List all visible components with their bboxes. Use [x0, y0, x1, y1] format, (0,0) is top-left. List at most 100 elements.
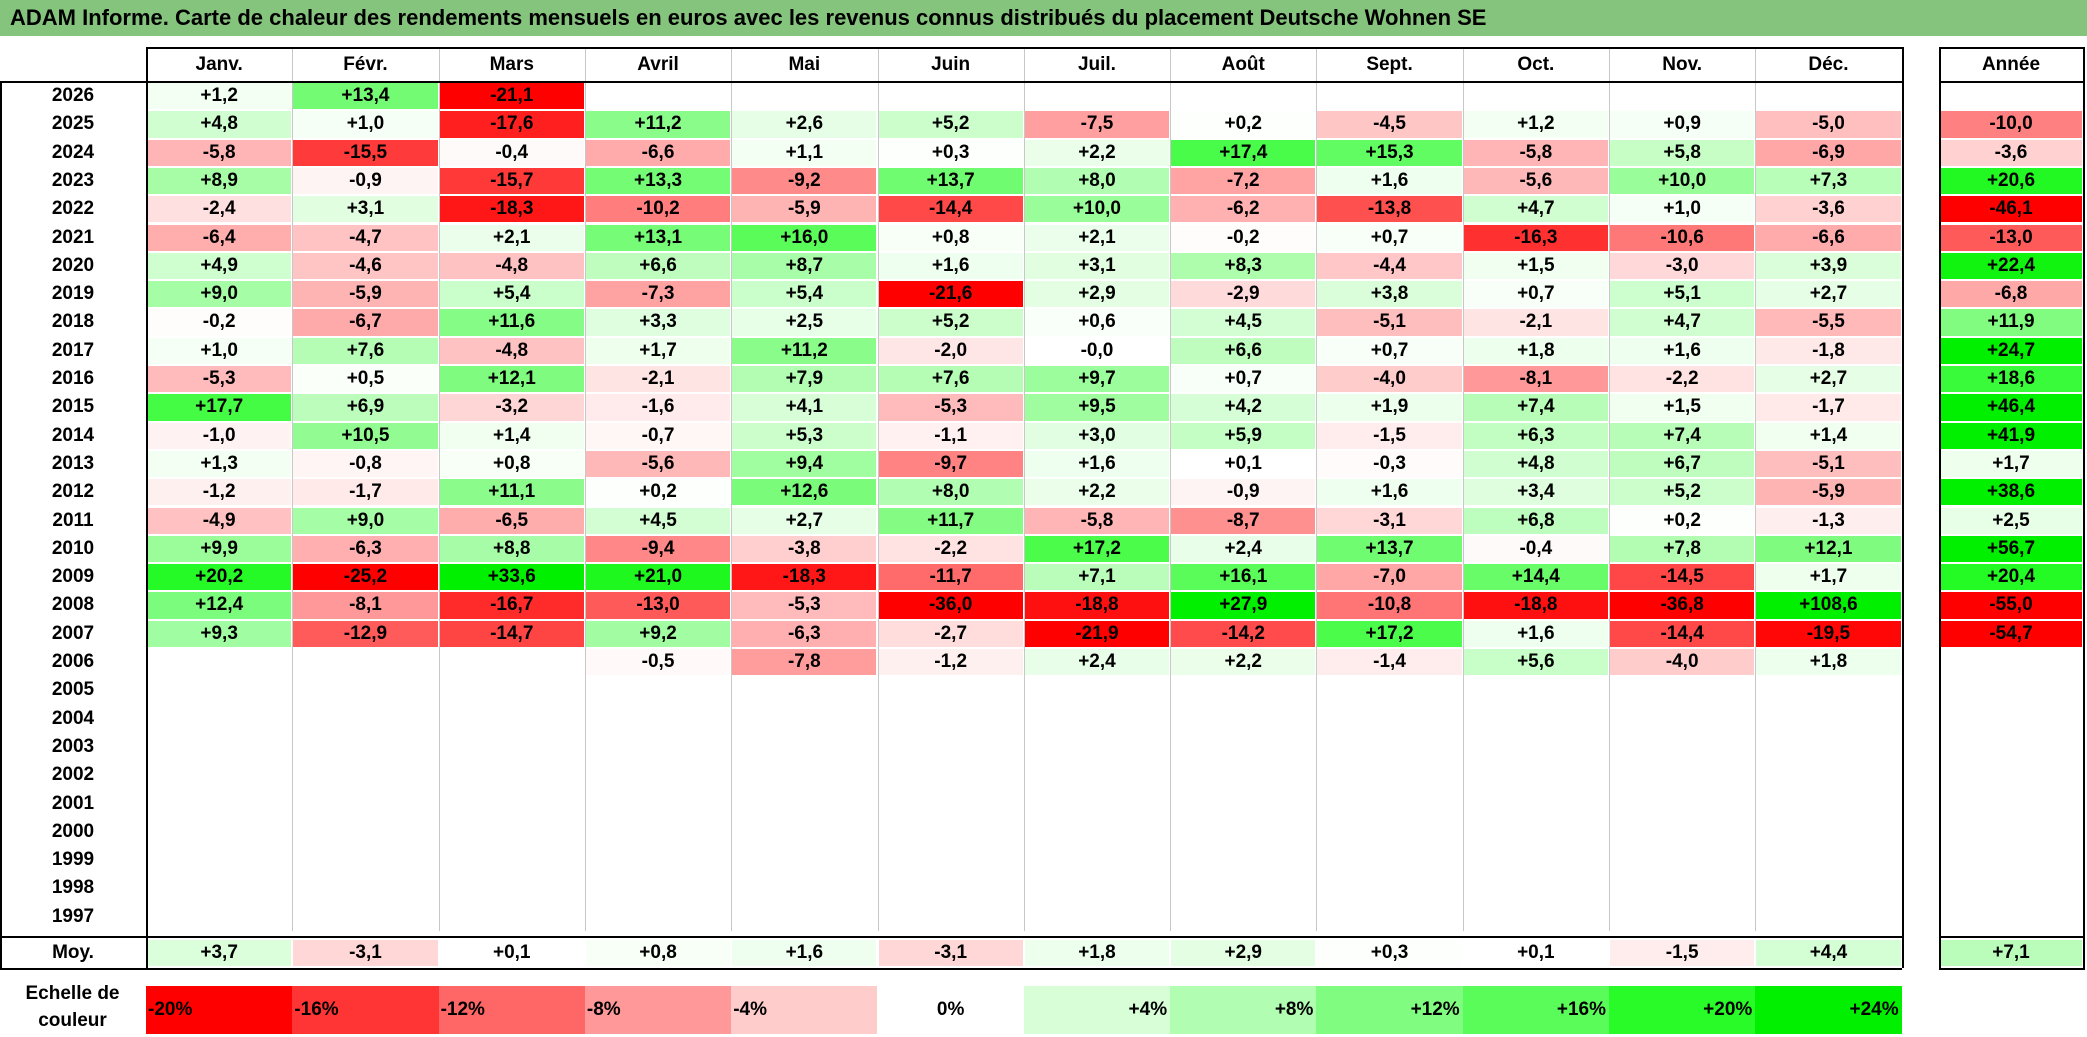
heatmap-cell: [732, 790, 877, 817]
heatmap-cell: [147, 790, 292, 817]
heatmap-cell: +0,2: [585, 479, 731, 506]
heatmap-cell: [732, 733, 877, 761]
heatmap-cell: -16,7: [439, 592, 584, 619]
heatmap-cell: -18,3: [439, 196, 584, 223]
heatmap-cell: +20,2: [147, 564, 292, 591]
heatmap-cell: +5,4: [439, 281, 584, 308]
heatmap-cell: -1,7: [1756, 394, 1901, 421]
heatmap-cell: -1,2: [878, 649, 1023, 676]
heatmap-cell: +9,2: [585, 620, 731, 647]
annual-cell: -46,1: [1940, 196, 2082, 223]
heatmap-cell: [147, 733, 292, 761]
heatmap-cell: -7,8: [732, 649, 877, 676]
month-header: Nov.: [1662, 54, 1703, 75]
average-cell: +4,4: [1756, 940, 1901, 966]
heatmap-cell: [293, 705, 438, 732]
annual-cell: -55,0: [1940, 592, 2082, 619]
heatmap-cell: -15,7: [439, 167, 584, 195]
grid-line: [1170, 47, 1172, 931]
heatmap-cell: +1,5: [1610, 394, 1755, 421]
heatmap-cell: [293, 762, 438, 789]
heatmap-cell: -1,4: [1317, 649, 1462, 676]
heatmap-cell: [1610, 762, 1755, 789]
annual-left-rule: [1939, 47, 1941, 968]
heatmap-cell: +2,1: [1024, 224, 1170, 251]
heatmap-cell: +11,7: [878, 507, 1023, 534]
heatmap-cell: [147, 705, 292, 732]
heatmap-cell: [1024, 677, 1170, 704]
grid-line: [1462, 47, 1464, 931]
heatmap-cell: +9,0: [147, 281, 292, 308]
heatmap-cell: [1024, 847, 1170, 874]
heatmap-cell: +9,4: [732, 450, 877, 478]
heatmap-cell: [1756, 903, 1901, 930]
heatmap-cell: [1171, 83, 1316, 110]
heatmap-cell: -2,4: [147, 196, 292, 223]
heatmap-cell: [1317, 705, 1462, 732]
heatmap-cell: +5,1: [1610, 281, 1755, 308]
grid-line: [1609, 47, 1610, 931]
heatmap-cell: +5,3: [732, 422, 877, 449]
heatmap-cell: [1317, 733, 1462, 761]
heatmap-cell: -2,2: [1610, 366, 1755, 393]
heatmap-cell: -1,6: [585, 394, 731, 421]
annual-cell: +18,6: [1940, 366, 2082, 393]
heatmap-cell: -5,1: [1317, 309, 1462, 336]
heatmap-cell: -5,8: [147, 139, 292, 166]
average-top-rule: [0, 936, 1902, 938]
annual-cell: [1940, 649, 2082, 676]
average-cell: -3,1: [293, 940, 438, 966]
heatmap-cell: +11,2: [732, 337, 877, 364]
heatmap-cell: [585, 83, 731, 110]
heatmap-cell: +0,7: [1317, 224, 1462, 251]
heatmap-cell: [439, 790, 584, 817]
heatmap-cell: -21,9: [1024, 620, 1170, 647]
heatmap-cell: -2,0: [878, 337, 1023, 364]
heatmap-cell: -0,5: [585, 649, 731, 676]
heatmap-cell: +1,1: [732, 139, 877, 166]
heatmap-cell: [1756, 83, 1901, 110]
heatmap-cell: -1,7: [293, 479, 438, 506]
heatmap-cell: -0,4: [439, 139, 584, 166]
heatmap-cell: [1024, 762, 1170, 789]
month-header: Déc.: [1808, 54, 1849, 75]
heatmap-cell: [1756, 705, 1901, 732]
heatmap-cell: [1610, 875, 1755, 902]
month-header: Janv.: [195, 54, 243, 75]
annual-average-top-rule: [1939, 936, 2085, 938]
heatmap-cell: [147, 677, 292, 704]
heatmap-cell: +9,5: [1024, 394, 1170, 421]
month-header: Juin: [931, 54, 971, 75]
heatmap-cell: -5,9: [293, 281, 438, 308]
annual-cell: +41,9: [1940, 422, 2082, 449]
heatmap-cell: -6,7: [293, 309, 438, 336]
annual-header: Année: [1981, 54, 2041, 75]
color-scale-swatch: +20%: [1609, 986, 1756, 1034]
heatmap-cell: +11,1: [439, 479, 584, 506]
average-cell: +3,7: [147, 940, 292, 966]
heatmap-cell: +4,7: [1463, 196, 1608, 223]
heatmap-cell: +12,1: [1756, 535, 1901, 563]
color-scale-swatch: -20%: [146, 986, 293, 1034]
heatmap-cell: -5,1: [1756, 450, 1901, 478]
heatmap-cell: +13,7: [1317, 535, 1462, 563]
heatmap-cell: -14,5: [1610, 564, 1755, 591]
heatmap-cell: -0,2: [1171, 224, 1316, 251]
year-label: 2000: [51, 820, 95, 842]
heatmap-cell: +0,8: [439, 450, 584, 478]
heatmap-cell: [147, 847, 292, 874]
heatmap-cell: +1,5: [1463, 252, 1608, 280]
heatmap-cell: +11,2: [585, 111, 731, 138]
heatmap-cell: [585, 790, 731, 817]
heatmap-cell: +10,5: [293, 422, 438, 449]
heatmap-cell: [293, 649, 438, 676]
heatmap-cell: [147, 762, 292, 789]
heatmap-cell: +5,8: [1610, 139, 1755, 166]
heatmap-cell: -2,9: [1171, 281, 1316, 308]
average-annual-cell: +7,1: [1940, 940, 2082, 966]
heatmap-cell: [1171, 903, 1316, 930]
heatmap-cell: -36,8: [1610, 592, 1755, 619]
heatmap-cell: [1317, 818, 1462, 846]
heatmap-cell: -0,4: [1463, 535, 1608, 563]
heatmap-cell: -6,3: [293, 535, 438, 563]
